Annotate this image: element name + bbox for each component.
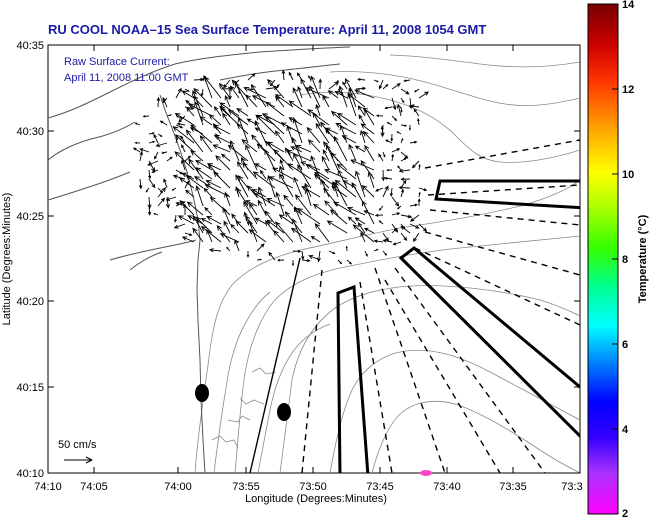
scale-arrow	[64, 456, 93, 464]
x-axis-title: Longitude (Degrees:Minutes)	[245, 493, 387, 505]
colorbar-tick-label: 8	[622, 254, 628, 266]
x-tick-label: 74:00	[164, 481, 192, 493]
colorbar-tick-label: 6	[622, 339, 628, 351]
x-tick-label: 74:10	[34, 481, 62, 493]
y-tick-label: 40:20	[16, 296, 44, 308]
y-tick-label: 40:10	[16, 468, 44, 480]
x-tick-label: 73:3	[561, 481, 582, 493]
figure-title: RU COOL NOAA–15 Sea Surface Temperature:…	[48, 22, 487, 37]
x-tick-label: 73:45	[366, 481, 394, 493]
x-tick-label: 74:05	[80, 481, 108, 493]
x-tick-label: 73:35	[499, 481, 527, 493]
x-tick-label: 73:40	[433, 481, 461, 493]
colorbar-tick-label: 14	[622, 0, 635, 11]
station-marker	[277, 403, 291, 421]
plot-frame	[47, 44, 581, 474]
colorbar-title: Temperature (°C)	[637, 214, 649, 303]
colorbar-ticks	[612, 3, 618, 515]
y-tick-label: 40:15	[16, 382, 44, 394]
y-tick-label: 40:25	[16, 211, 44, 223]
colorbar-tick-label: 2	[622, 508, 628, 519]
bathymetry-contours	[194, 54, 580, 473]
axis-ticks	[47, 44, 581, 474]
surface-current-vectors	[132, 69, 430, 267]
radar-radial-lines	[249, 139, 580, 473]
colorbar-tick-label: 10	[622, 169, 634, 181]
y-tick-label: 40:30	[16, 126, 44, 138]
station-marker	[195, 384, 209, 402]
scale-label: 50 cm/s	[58, 439, 97, 451]
y-axis-title: Latitude (Degrees:Minutes)	[1, 193, 13, 326]
x-tick-label: 73:55	[232, 481, 260, 493]
colorbar-tick-label: 4	[622, 424, 629, 436]
x-tick-label: 73:50	[299, 481, 327, 493]
y-tick-label: 40:35	[16, 40, 44, 52]
annotation-line-1: Raw Surface Current:	[64, 56, 170, 68]
radar-wedge-outlines	[336, 179, 580, 473]
temperature-patch	[420, 470, 432, 476]
colorbar-tick-label: 12	[622, 84, 634, 96]
annotation-line-2: April 11, 2008 11:00 GMT	[64, 72, 189, 84]
map-content	[48, 46, 580, 473]
